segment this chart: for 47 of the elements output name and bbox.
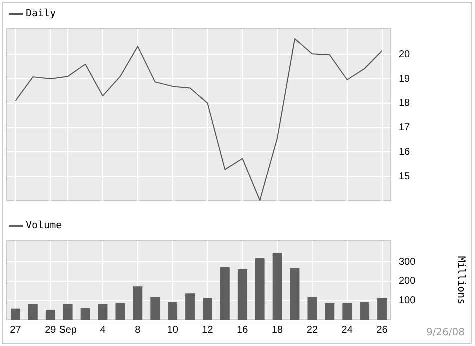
bar [325,303,335,320]
bar [255,258,265,320]
bar [272,252,282,320]
x-tick-label: 8 [135,324,142,336]
text: 9/26/08 [426,328,465,339]
bar [203,298,212,320]
x-tick-label: 4 [100,324,106,336]
y-tick-label: 17 [399,122,411,134]
bar [238,269,248,320]
bar [28,304,38,320]
y-tick-label: 19 [399,74,411,85]
y-tick-label: 200 [399,276,416,288]
bar [342,303,352,320]
y-tick-label: 20 [399,49,411,60]
y-tick-label: 16 [399,146,411,158]
bar [11,308,20,320]
x-tick-label: 18 [272,324,284,336]
bar [46,310,56,320]
x-tick-label: 12 [202,324,214,336]
bar [133,286,143,320]
x-tick-label: 27 [10,324,22,336]
legend-label: Volume [26,220,62,232]
y-axis-title: Millions [455,256,466,305]
bar [220,267,230,320]
legend-label: Daily [26,8,56,20]
bar [63,304,73,320]
bar [360,302,370,320]
y-tick-label: 18 [399,98,411,110]
bar [150,297,160,320]
x-tick-label: 10 [167,324,179,336]
y-tick-label: 100 [399,295,416,306]
bar [308,297,318,320]
bar [186,294,195,320]
y-tick-label: 300 [399,256,416,268]
bar [290,268,300,320]
x-tick-label: 29 [45,324,57,336]
bar [378,298,387,320]
x-tick-label: 24 [342,324,354,336]
bar [80,308,90,320]
y-tick-label: 15 [399,171,411,182]
x-tick-label: 22 [306,324,318,336]
x-tick-label: 26 [376,324,388,336]
bar [116,303,126,320]
bar [98,304,108,320]
bar [168,302,178,320]
x-tick-label: 16 [237,324,249,336]
x-tick-label: Sep [59,324,78,336]
